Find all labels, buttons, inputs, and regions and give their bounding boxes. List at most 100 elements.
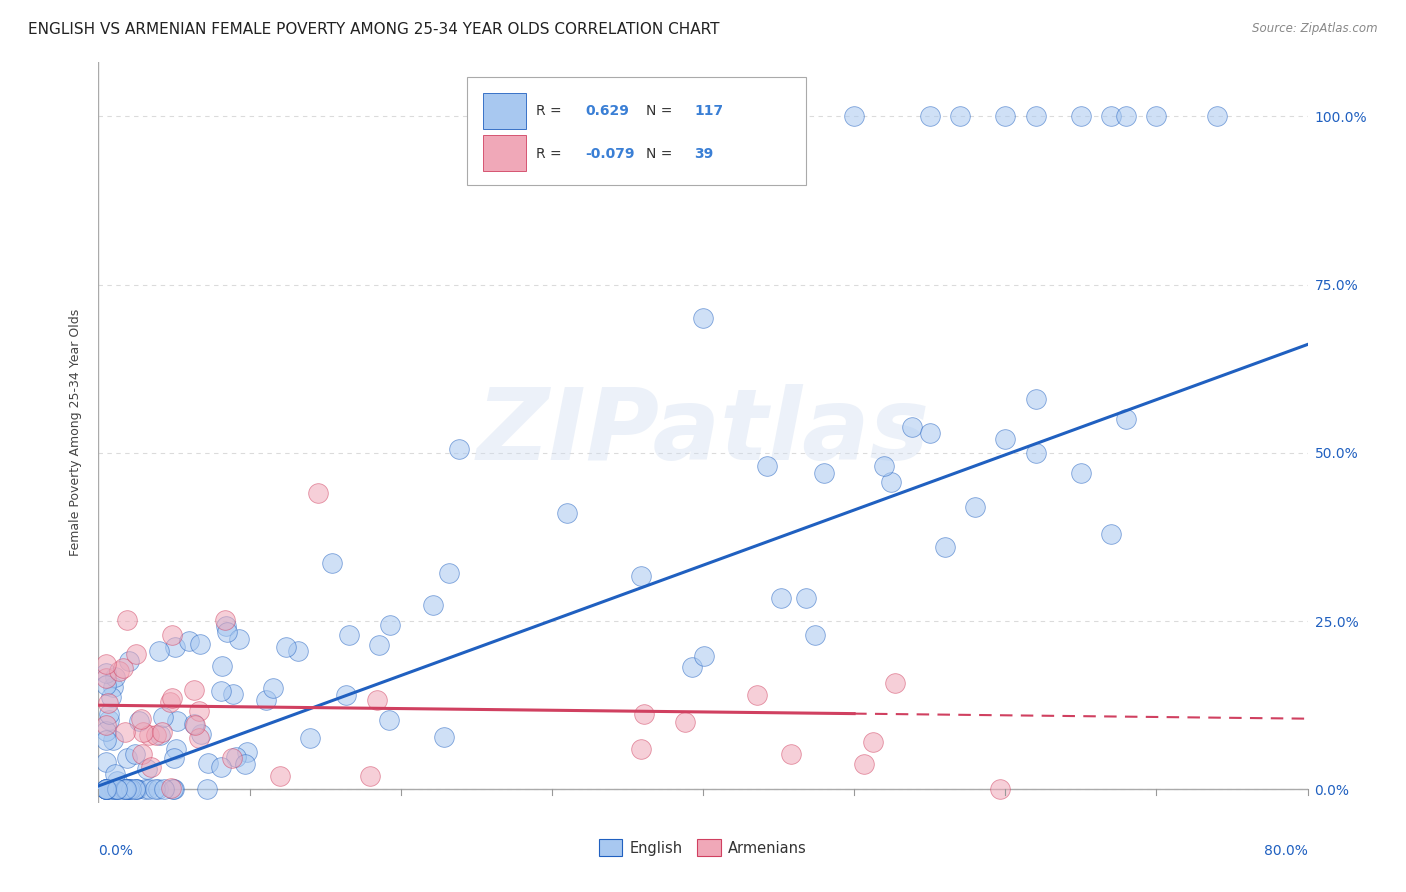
Point bbox=[236, 746, 259, 760]
Point bbox=[337, 627, 360, 641]
Point bbox=[148, 782, 170, 797]
Point bbox=[135, 762, 157, 776]
Point bbox=[1144, 109, 1167, 123]
Point bbox=[437, 566, 460, 581]
Point bbox=[124, 782, 146, 797]
Point bbox=[134, 782, 156, 797]
Text: -0.079: -0.079 bbox=[586, 146, 636, 161]
Point bbox=[148, 644, 170, 658]
Text: ENGLISH VS ARMENIAN FEMALE POVERTY AMONG 25-34 YEAR OLDS CORRELATION CHART: ENGLISH VS ARMENIAN FEMALE POVERTY AMONG… bbox=[28, 22, 720, 37]
Point bbox=[228, 632, 250, 646]
Point bbox=[94, 718, 117, 732]
Point bbox=[360, 769, 382, 783]
Point bbox=[433, 730, 456, 744]
Point bbox=[307, 486, 329, 500]
Point bbox=[190, 727, 212, 741]
Point bbox=[117, 782, 139, 797]
Point bbox=[769, 591, 792, 605]
Point bbox=[934, 540, 956, 554]
Point bbox=[94, 666, 117, 681]
Point bbox=[149, 729, 172, 743]
Point bbox=[367, 638, 389, 652]
Text: 117: 117 bbox=[695, 104, 724, 119]
Point bbox=[100, 690, 122, 704]
Point bbox=[222, 687, 245, 701]
Text: Source: ZipAtlas.com: Source: ZipAtlas.com bbox=[1253, 22, 1378, 36]
Point bbox=[105, 782, 128, 797]
Point bbox=[1024, 446, 1046, 460]
Point bbox=[166, 714, 188, 728]
Point bbox=[105, 773, 128, 788]
Point bbox=[209, 760, 232, 774]
Point bbox=[900, 420, 922, 434]
Point bbox=[94, 671, 117, 685]
Text: 0.0%: 0.0% bbox=[98, 844, 134, 857]
Text: 80.0%: 80.0% bbox=[1264, 844, 1308, 857]
Point bbox=[211, 659, 233, 673]
Point bbox=[813, 466, 835, 480]
Point bbox=[681, 660, 703, 674]
Point bbox=[1024, 109, 1046, 123]
Point bbox=[162, 782, 184, 797]
Point bbox=[447, 442, 470, 457]
Point bbox=[183, 682, 205, 697]
Point bbox=[880, 475, 903, 490]
Point bbox=[630, 569, 652, 583]
Point bbox=[853, 757, 876, 772]
Point bbox=[755, 458, 778, 473]
Point bbox=[94, 678, 117, 692]
Point bbox=[94, 732, 117, 747]
Point bbox=[105, 782, 128, 797]
Point bbox=[804, 628, 827, 642]
Point bbox=[274, 640, 297, 654]
Point bbox=[195, 782, 218, 797]
Point bbox=[844, 109, 866, 123]
Point bbox=[555, 506, 578, 520]
Point bbox=[1115, 109, 1137, 123]
Point bbox=[990, 782, 1012, 797]
FancyBboxPatch shape bbox=[482, 93, 526, 129]
Point bbox=[94, 782, 117, 797]
Point bbox=[366, 692, 388, 706]
Point bbox=[125, 782, 148, 797]
Point bbox=[918, 425, 941, 440]
Point bbox=[152, 710, 174, 724]
Point bbox=[114, 782, 136, 797]
Point bbox=[1099, 526, 1122, 541]
Point bbox=[118, 654, 141, 668]
Point bbox=[215, 619, 238, 633]
Point bbox=[112, 782, 135, 797]
Point bbox=[994, 433, 1017, 447]
Text: N =: N = bbox=[647, 146, 676, 161]
Point bbox=[101, 680, 124, 694]
Point bbox=[184, 718, 207, 732]
Point bbox=[287, 643, 309, 657]
Point bbox=[884, 675, 907, 690]
Point bbox=[159, 695, 181, 709]
Point bbox=[104, 766, 127, 780]
Point bbox=[254, 692, 277, 706]
Y-axis label: Female Poverty Among 25-34 Year Olds: Female Poverty Among 25-34 Year Olds bbox=[69, 309, 83, 557]
Point bbox=[114, 782, 136, 797]
Point bbox=[125, 648, 148, 662]
Point bbox=[129, 712, 152, 726]
Point bbox=[108, 664, 131, 678]
Point bbox=[673, 714, 696, 729]
Point bbox=[150, 725, 173, 739]
Point bbox=[233, 756, 256, 771]
Point bbox=[115, 751, 138, 765]
Point bbox=[209, 684, 232, 698]
Point bbox=[153, 782, 176, 797]
Point bbox=[94, 782, 117, 797]
Point bbox=[160, 691, 183, 706]
Point bbox=[221, 750, 243, 764]
Point bbox=[163, 750, 186, 764]
Point bbox=[115, 613, 138, 627]
Point bbox=[159, 780, 181, 795]
Point bbox=[127, 782, 149, 797]
Point bbox=[692, 311, 714, 326]
Point bbox=[262, 681, 284, 695]
Text: R =: R = bbox=[536, 146, 567, 161]
Point bbox=[214, 613, 236, 627]
Point bbox=[949, 109, 972, 123]
